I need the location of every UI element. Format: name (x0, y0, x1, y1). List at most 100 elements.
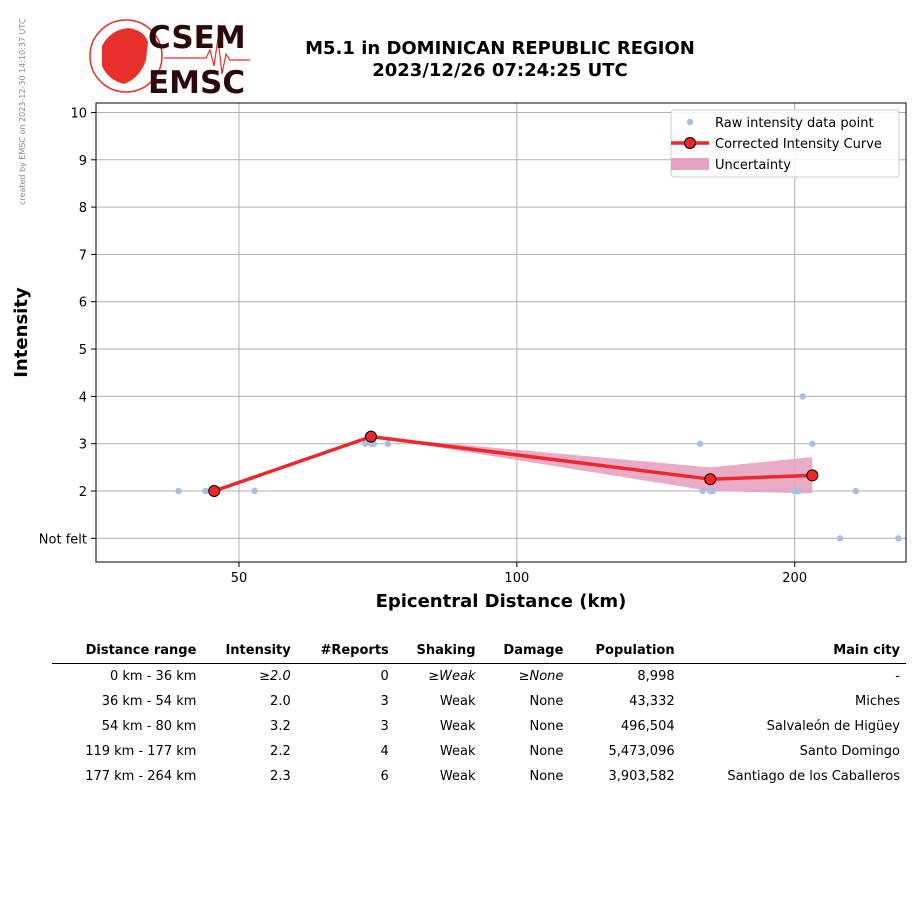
raw-data-point (251, 487, 258, 495)
table-header-cell: Shaking (394, 640, 482, 664)
legend-label: Uncertainty (715, 158, 791, 173)
title-line2: 2023/12/26 07:24:25 UTC (372, 60, 628, 81)
table-cell-reports: 3 (380, 718, 389, 734)
table-cell-range: 177 km - 264 km (85, 768, 197, 784)
table-cell-range: 54 km - 80 km (101, 718, 197, 734)
raw-data-point (709, 487, 716, 495)
table-cell-intensity: 2.0 (270, 693, 291, 709)
logo-seismogram-icon (164, 37, 250, 75)
logo-globe-icon (89, 19, 163, 93)
y-tick-label: 7 (79, 248, 87, 263)
y-axis-label: Intensity (11, 287, 32, 378)
table-cell-city: Santiago de los Caballeros (727, 768, 900, 784)
curve-marker (806, 469, 819, 482)
table-cell-reports: 3 (380, 693, 389, 709)
raw-data-point (795, 487, 802, 495)
curve-marker (704, 473, 717, 486)
table-cell-city: Salvaleón de Higüey (766, 718, 900, 734)
y-tick-label: Not felt (39, 532, 87, 547)
table-cell-reports: 6 (380, 768, 389, 784)
table-cell-shaking: Weak (439, 743, 476, 759)
legend-label: Corrected Intensity Curve (715, 137, 882, 152)
curve-marker (208, 485, 221, 498)
table-header-row: Distance range Intensity #Reports Shaking Da… (52, 640, 906, 664)
table-cell-damage: None (529, 718, 564, 734)
table-cell-damage: None (529, 743, 564, 759)
table-row: 0 km - 36 km ≥2.0 0 ≥Weak ≥None 8,998 - (52, 664, 906, 690)
intensity-chart: 50 100 200 Not felt 2 3 4 5 6 7 8 9 10 Epicentral Dis… (11, 102, 907, 612)
raw-data-point (697, 440, 704, 447)
y-tick-label: 2 (79, 485, 87, 500)
y-tick-label: 3 (79, 438, 87, 453)
raw-data-point (809, 440, 816, 447)
table-row: 54 km - 80 km 3.2 3 Weak None 496,504 Salvaleó… (52, 714, 906, 739)
table-header-cell: #Reports (296, 640, 395, 664)
corrected-intensity-curve (213, 434, 813, 493)
table-cell-damage: None (529, 693, 564, 709)
legend-uncertainty-icon (671, 158, 709, 170)
raw-data-point (852, 487, 860, 495)
table-cell-population: 43,332 (629, 693, 675, 709)
table-cell-reports: 4 (380, 743, 389, 759)
logo-line2: EMSC (148, 65, 245, 98)
y-tick-label: 6 (79, 296, 87, 311)
chart-title: M5.1 in DOMINICAN REPUBLIC REGION 2023/1… (270, 38, 730, 82)
table-cell-damage: ≥None (518, 668, 564, 684)
plot-frame (95, 102, 907, 563)
table-cell-range: 119 km - 177 km (85, 743, 197, 759)
table-cell-shaking: Weak (439, 693, 476, 709)
raw-data-point (699, 487, 706, 495)
table-cell-city: Santo Domingo (799, 743, 900, 759)
table-body: 0 km - 36 km ≥2.0 0 ≥Weak ≥None 8,998 - 36 km -… (52, 664, 906, 790)
legend-curve-marker-icon (684, 137, 696, 149)
table-cell-shaking: ≥Weak (428, 668, 476, 684)
table-cell-range: 0 km - 36 km (110, 668, 197, 684)
table-cell-city: - (895, 668, 900, 684)
table-row: 36 km - 54 km 2.0 3 Weak None 43,332 Miches (52, 689, 906, 714)
x-tick-label: 50 (231, 571, 248, 586)
raw-data-point (202, 487, 209, 495)
table-cell-range: 36 km - 54 km (101, 693, 197, 709)
table-header-cell: Intensity (202, 640, 297, 664)
y-tick-label: 5 (79, 343, 87, 358)
table-row: 177 km - 264 km 2.3 6 Weak None 3,903,582 Sant… (52, 764, 906, 789)
raw-data-point (836, 535, 844, 542)
table-cell-shaking: Weak (439, 718, 476, 734)
y-tick-label: 9 (79, 154, 87, 169)
table-header-cell: Main city (680, 640, 906, 664)
x-tick-label: 100 (504, 571, 529, 586)
y-tick-label: 4 (79, 390, 87, 405)
y-tick-label: 10 (70, 106, 87, 121)
table-header-cell: Population (569, 640, 681, 664)
intensity-table: Distance range Intensity #Reports Shaking Da… (52, 640, 906, 789)
table-header-cell: Distance range (52, 640, 203, 664)
logo-line1: CSEM (148, 20, 246, 56)
table-cell-population: 8,998 (637, 668, 675, 684)
title-line1: M5.1 in DOMINICAN REPUBLIC REGION (305, 38, 695, 59)
raw-data-point (895, 535, 902, 542)
table-cell-intensity: 2.3 (270, 768, 291, 784)
table-cell-reports: 0 (380, 668, 389, 684)
table-cell-population: 5,473,096 (608, 743, 675, 759)
table-cell-population: 496,504 (620, 718, 675, 734)
table-header-cell: Damage (481, 640, 570, 664)
emsc-logo: CSEM EMSC (89, 19, 250, 98)
table-cell-shaking: Weak (439, 768, 476, 784)
table-cell-intensity: 3.2 (270, 718, 291, 734)
table-cell-damage: None (529, 768, 564, 784)
table-cell-intensity: ≥2.0 (259, 668, 291, 684)
table-cell-city: Miches (855, 693, 900, 709)
raw-data-point (361, 440, 369, 447)
x-tick-label: 200 (782, 571, 807, 586)
y-tick-label: 8 (79, 201, 87, 216)
curve-marker (364, 430, 377, 443)
x-axis-label: Epicentral Distance (km) (376, 591, 627, 612)
table-cell-intensity: 2.2 (270, 743, 291, 759)
legend-raw-icon (686, 118, 694, 126)
raw-data-point (384, 440, 392, 447)
logo-map-shape (102, 28, 148, 84)
legend-label: Raw intensity data point (715, 116, 874, 131)
legend: Raw intensity data point Corrected Intens… (670, 109, 900, 178)
table-row: 119 km - 177 km 2.2 4 Weak None 5,473,096 Sant… (52, 739, 906, 764)
raw-data-point (175, 487, 182, 495)
